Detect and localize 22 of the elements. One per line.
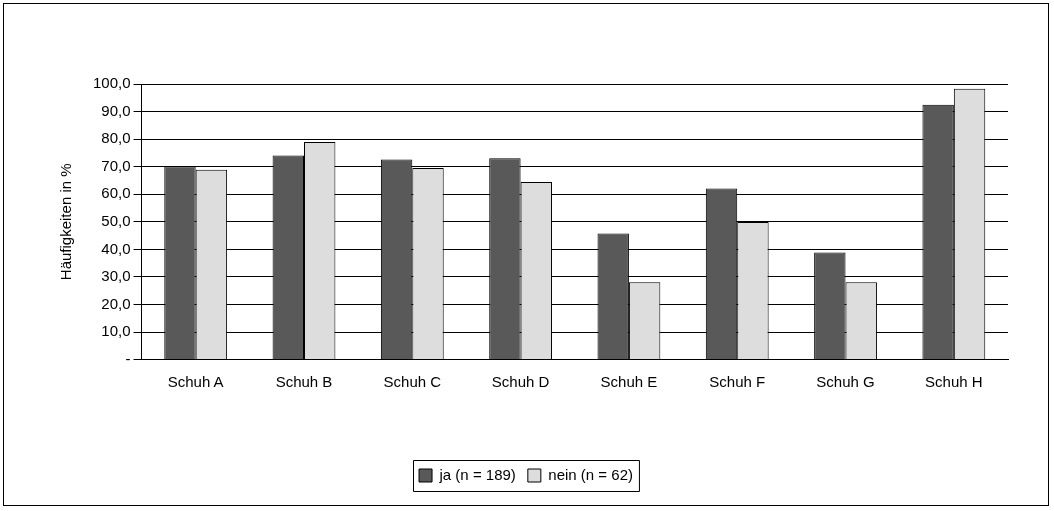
y-tick-label: - [125,349,131,367]
y-tick-label: 100,0 [92,74,131,92]
y-tick-label: 10,0 [101,322,131,340]
legend-label: ja (n = 189) [438,465,516,483]
y-axis-title: Häufigkeiten in % [57,163,75,281]
y-tick-label: 80,0 [101,129,131,147]
y-tick-label: 30,0 [101,267,131,285]
x-tick-label: Schuh B [275,372,333,390]
x-tick-label: Schuh G [816,372,875,390]
x-tick-label: Schuh H [925,372,983,390]
y-tick-label: 50,0 [101,211,131,229]
x-tick-label: Schuh E [600,372,658,390]
x-tick-label: Schuh C [383,372,442,390]
y-tick-label: 90,0 [101,101,131,119]
x-tick-label: Schuh F [709,372,766,390]
y-tick-label: 70,0 [101,156,131,174]
y-tick-label: 40,0 [101,239,131,257]
y-tick-label: 60,0 [101,184,131,202]
x-tick-label: Schuh D [491,372,550,390]
x-tick-label: Schuh A [167,372,224,390]
legend-label: nein (n = 62) [548,465,633,483]
y-tick-label: 20,0 [101,294,131,312]
